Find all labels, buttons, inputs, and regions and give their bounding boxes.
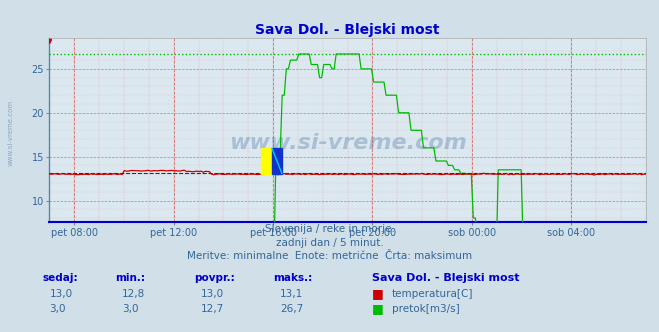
- Text: www.si-vreme.com: www.si-vreme.com: [8, 100, 14, 166]
- Text: zadnji dan / 5 minut.: zadnji dan / 5 minut.: [275, 238, 384, 248]
- Text: Slovenija / reke in morje.: Slovenija / reke in morje.: [264, 224, 395, 234]
- Text: 13,0: 13,0: [49, 289, 72, 299]
- Bar: [272, 148, 282, 174]
- Text: sedaj:: sedaj:: [43, 273, 78, 283]
- Text: temperatura[C]: temperatura[C]: [392, 289, 474, 299]
- Bar: [262, 148, 272, 174]
- Text: 3,0: 3,0: [122, 304, 138, 314]
- Text: Meritve: minimalne  Enote: metrične  Črta: maksimum: Meritve: minimalne Enote: metrične Črta:…: [187, 251, 472, 261]
- Text: ■: ■: [372, 287, 384, 300]
- Text: pretok[m3/s]: pretok[m3/s]: [392, 304, 460, 314]
- Text: 13,1: 13,1: [280, 289, 303, 299]
- Text: 26,7: 26,7: [280, 304, 303, 314]
- Text: ■: ■: [372, 302, 384, 315]
- Polygon shape: [272, 148, 282, 174]
- Text: min.:: min.:: [115, 273, 146, 283]
- Text: Sava Dol. - Blejski most: Sava Dol. - Blejski most: [372, 273, 520, 283]
- Text: maks.:: maks.:: [273, 273, 313, 283]
- Text: povpr.:: povpr.:: [194, 273, 235, 283]
- Text: 13,0: 13,0: [201, 289, 224, 299]
- Title: Sava Dol. - Blejski most: Sava Dol. - Blejski most: [256, 23, 440, 37]
- Text: 12,8: 12,8: [122, 289, 145, 299]
- Text: www.si-vreme.com: www.si-vreme.com: [229, 133, 467, 153]
- Text: 12,7: 12,7: [201, 304, 224, 314]
- Text: 3,0: 3,0: [49, 304, 66, 314]
